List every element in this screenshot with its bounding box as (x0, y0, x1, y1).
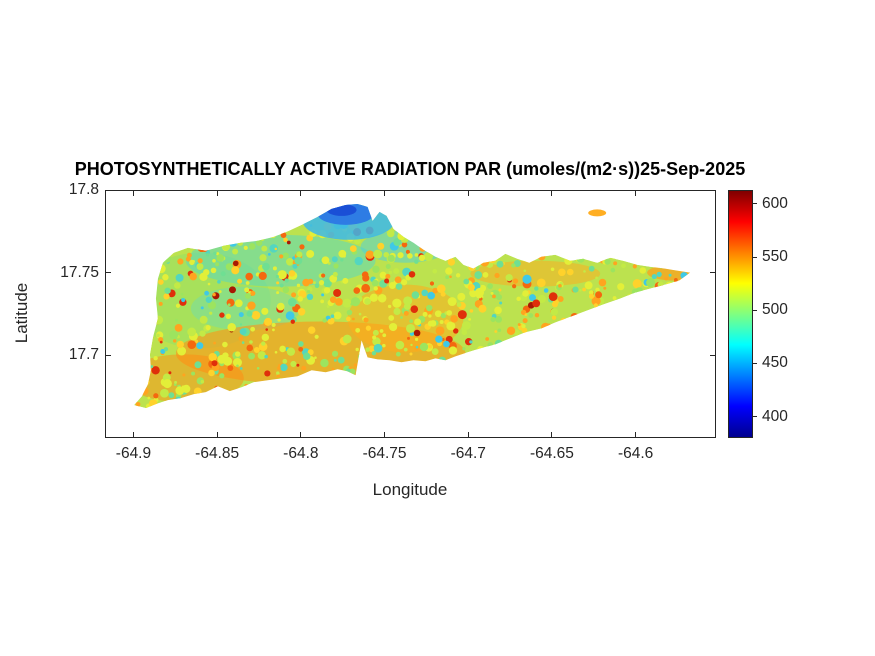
x-axis-label: Longitude (372, 480, 448, 499)
x-tick-mark (635, 191, 637, 196)
x-tick-mark (467, 191, 469, 196)
colorbar-tick-mark (753, 309, 757, 311)
colorbar (728, 190, 753, 438)
colorbar-tick-mark (753, 362, 757, 364)
colorbar-tick-mark (753, 203, 757, 205)
y-tick-mark (106, 272, 111, 274)
x-tick-mark (384, 191, 386, 196)
x-tick-mark (300, 191, 302, 196)
colorbar-tick-label: 500 (762, 301, 788, 319)
colorbar-tick-label: 550 (762, 248, 788, 266)
plot-area (105, 190, 716, 438)
x-tick-label: -64.7 (450, 445, 486, 462)
x-tick-label: -64.65 (529, 445, 574, 462)
x-tick-mark (467, 432, 469, 437)
y-tick-label: 17.7 (68, 346, 99, 364)
x-tick-mark (635, 432, 637, 437)
y-tick-mark (710, 354, 715, 356)
x-tick-label: -64.75 (362, 445, 407, 462)
x-tick-label: -64.9 (115, 445, 152, 462)
x-tick-mark (384, 432, 386, 437)
colorbar-tick-label: 600 (762, 194, 788, 212)
x-tick-mark (132, 432, 134, 437)
x-tick-mark (216, 191, 218, 196)
x-tick-mark (300, 432, 302, 437)
colorbar-tick-mark (753, 416, 757, 418)
chart-title: PHOTOSYNTHETICALLY ACTIVE RADIATION PAR … (74, 159, 746, 179)
y-axis-label: Latitude (12, 282, 31, 344)
colorbar-tick-label: 450 (762, 354, 788, 372)
x-tick-mark (551, 191, 553, 196)
y-tick-mark (710, 189, 715, 191)
y-tick-mark (106, 189, 111, 191)
x-tick-label: -64.85 (195, 445, 240, 462)
y-tick-mark (710, 272, 715, 274)
y-tick-label: 17.75 (60, 263, 99, 281)
x-tick-mark (132, 191, 134, 196)
x-tick-label: -64.6 (617, 445, 654, 462)
x-tick-mark (216, 432, 218, 437)
y-tick-label: 17.8 (68, 181, 99, 198)
x-tick-label: -64.8 (283, 445, 319, 462)
colorbar-tick-label: 400 (762, 407, 788, 425)
colorbar-tick-mark (753, 256, 757, 258)
y-tick-mark (106, 354, 111, 356)
island-heatmap (133, 203, 691, 409)
x-tick-mark (551, 432, 553, 437)
